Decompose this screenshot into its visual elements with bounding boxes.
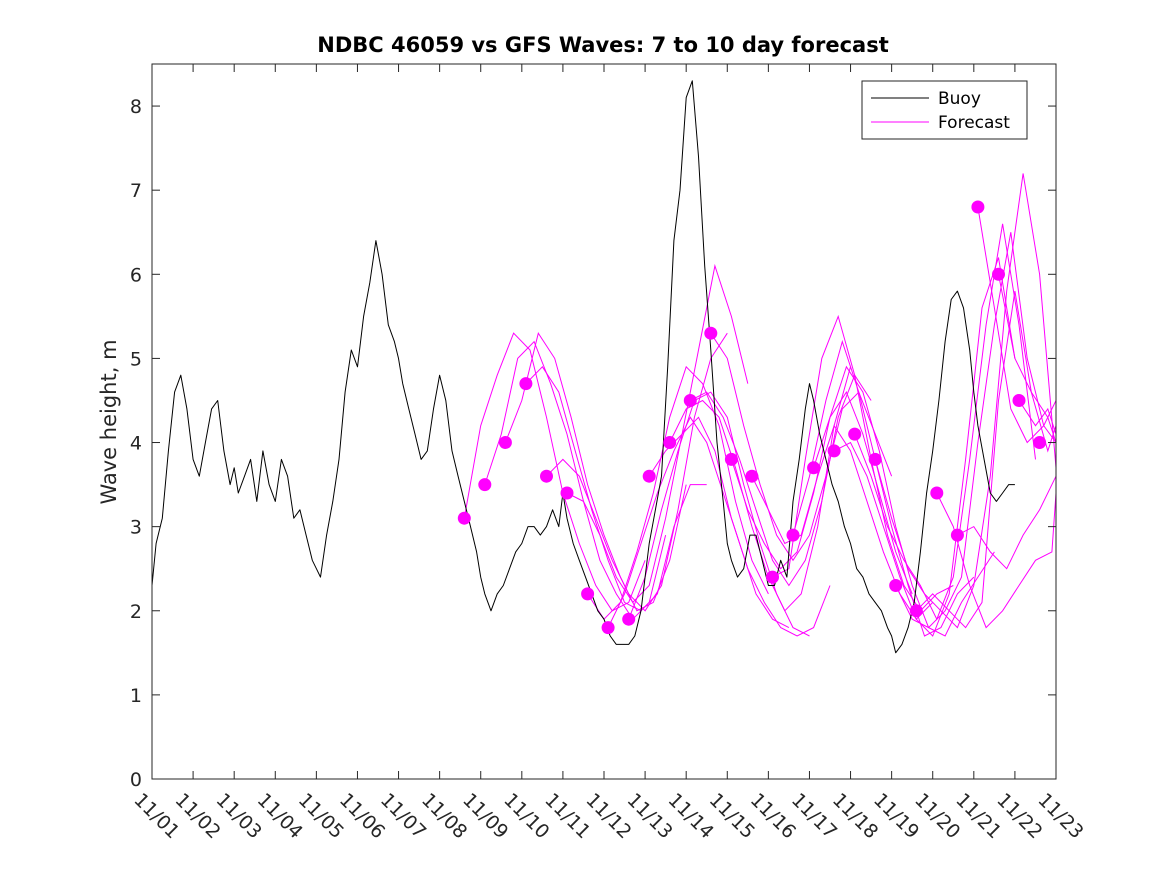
forecast-point-4 (519, 377, 533, 391)
y-tick-label: 1 (130, 685, 142, 707)
forecast-point-20 (848, 427, 862, 441)
forecast-point-6 (560, 486, 574, 500)
plot-area (151, 80, 1057, 654)
forecast-line-8 (607, 416, 790, 629)
forecast-line-4 (525, 366, 707, 612)
buoy-line (151, 80, 1015, 654)
forecast-line-20 (854, 223, 1036, 621)
forecast-line-27 (998, 274, 1057, 443)
y-axis-label: Wave height, m (97, 339, 121, 504)
y-tick-label: 4 (130, 433, 142, 455)
forecast-point-5 (540, 469, 553, 483)
legend-box (861, 80, 1028, 140)
legend-label-forecast: Forecast (938, 113, 1010, 133)
forecast-point-9 (622, 612, 636, 626)
forecast-line-7 (587, 365, 769, 620)
forecast-line-14 (730, 391, 913, 595)
forecast-line-17 (792, 339, 975, 637)
y-tick-label: 0 (130, 769, 142, 791)
forecast-line-10 (648, 416, 831, 637)
forecast-point-13 (704, 326, 718, 340)
forecast-point-23 (909, 604, 923, 618)
forecast-point-28 (1012, 394, 1026, 407)
forecast-point-19 (827, 444, 841, 458)
legend: Buoy Forecast (861, 80, 1028, 140)
forecast-line-26 (977, 206, 1057, 444)
forecast-point-16 (766, 570, 779, 584)
forecast-point-17 (786, 528, 800, 542)
y-tick-label: 3 (130, 517, 142, 539)
forecast-point-14 (724, 452, 738, 466)
forecast-line-22 (895, 232, 1057, 629)
forecast-line-15 (751, 424, 934, 620)
forecast-point-15 (745, 469, 759, 483)
forecast-point-29 (1033, 436, 1047, 449)
legend-label-buoy: Buoy (938, 89, 981, 109)
forecast-point-21 (868, 452, 882, 466)
forecast-point-10 (642, 469, 656, 483)
forecast-line-23 (915, 291, 1057, 629)
forecast-line-28 (1018, 400, 1057, 435)
forecast-point-8 (601, 621, 615, 635)
forecast-line-5 (546, 332, 728, 612)
forecast-line-19 (833, 257, 1016, 637)
y-tick-label: 7 (130, 180, 142, 202)
forecast-point-2 (478, 478, 492, 492)
forecast-point-27 (992, 267, 1005, 281)
forecast-line-25 (957, 475, 1057, 570)
forecast-point-1 (457, 511, 471, 525)
forecast-point-7 (581, 587, 595, 601)
chart-title: NDBC 46059 vs GFS Waves: 7 to 10 day for… (317, 33, 888, 57)
y-tick-label: 2 (130, 601, 142, 623)
forecast-point-25 (950, 528, 964, 542)
forecast-point-12 (683, 394, 697, 407)
forecast-line-21 (874, 173, 1057, 629)
forecast-line-13 (710, 332, 893, 562)
forecast-line-2 (484, 340, 667, 620)
y-tick-label: 5 (130, 348, 142, 370)
forecast-line-24 (936, 492, 1057, 629)
forecast-line-16 (772, 314, 954, 612)
y-tick-label: 8 (130, 96, 142, 118)
forecast-line-6 (566, 263, 749, 604)
forecast-point-18 (807, 461, 821, 475)
forecast-point-26 (971, 200, 985, 214)
forecast-point-11 (663, 436, 677, 449)
forecast-line-1 (463, 332, 646, 612)
y-tick-label: 6 (130, 264, 142, 286)
forecast-point-24 (930, 486, 944, 500)
forecast-point-22 (889, 579, 903, 592)
forecast-point-3 (498, 436, 512, 449)
